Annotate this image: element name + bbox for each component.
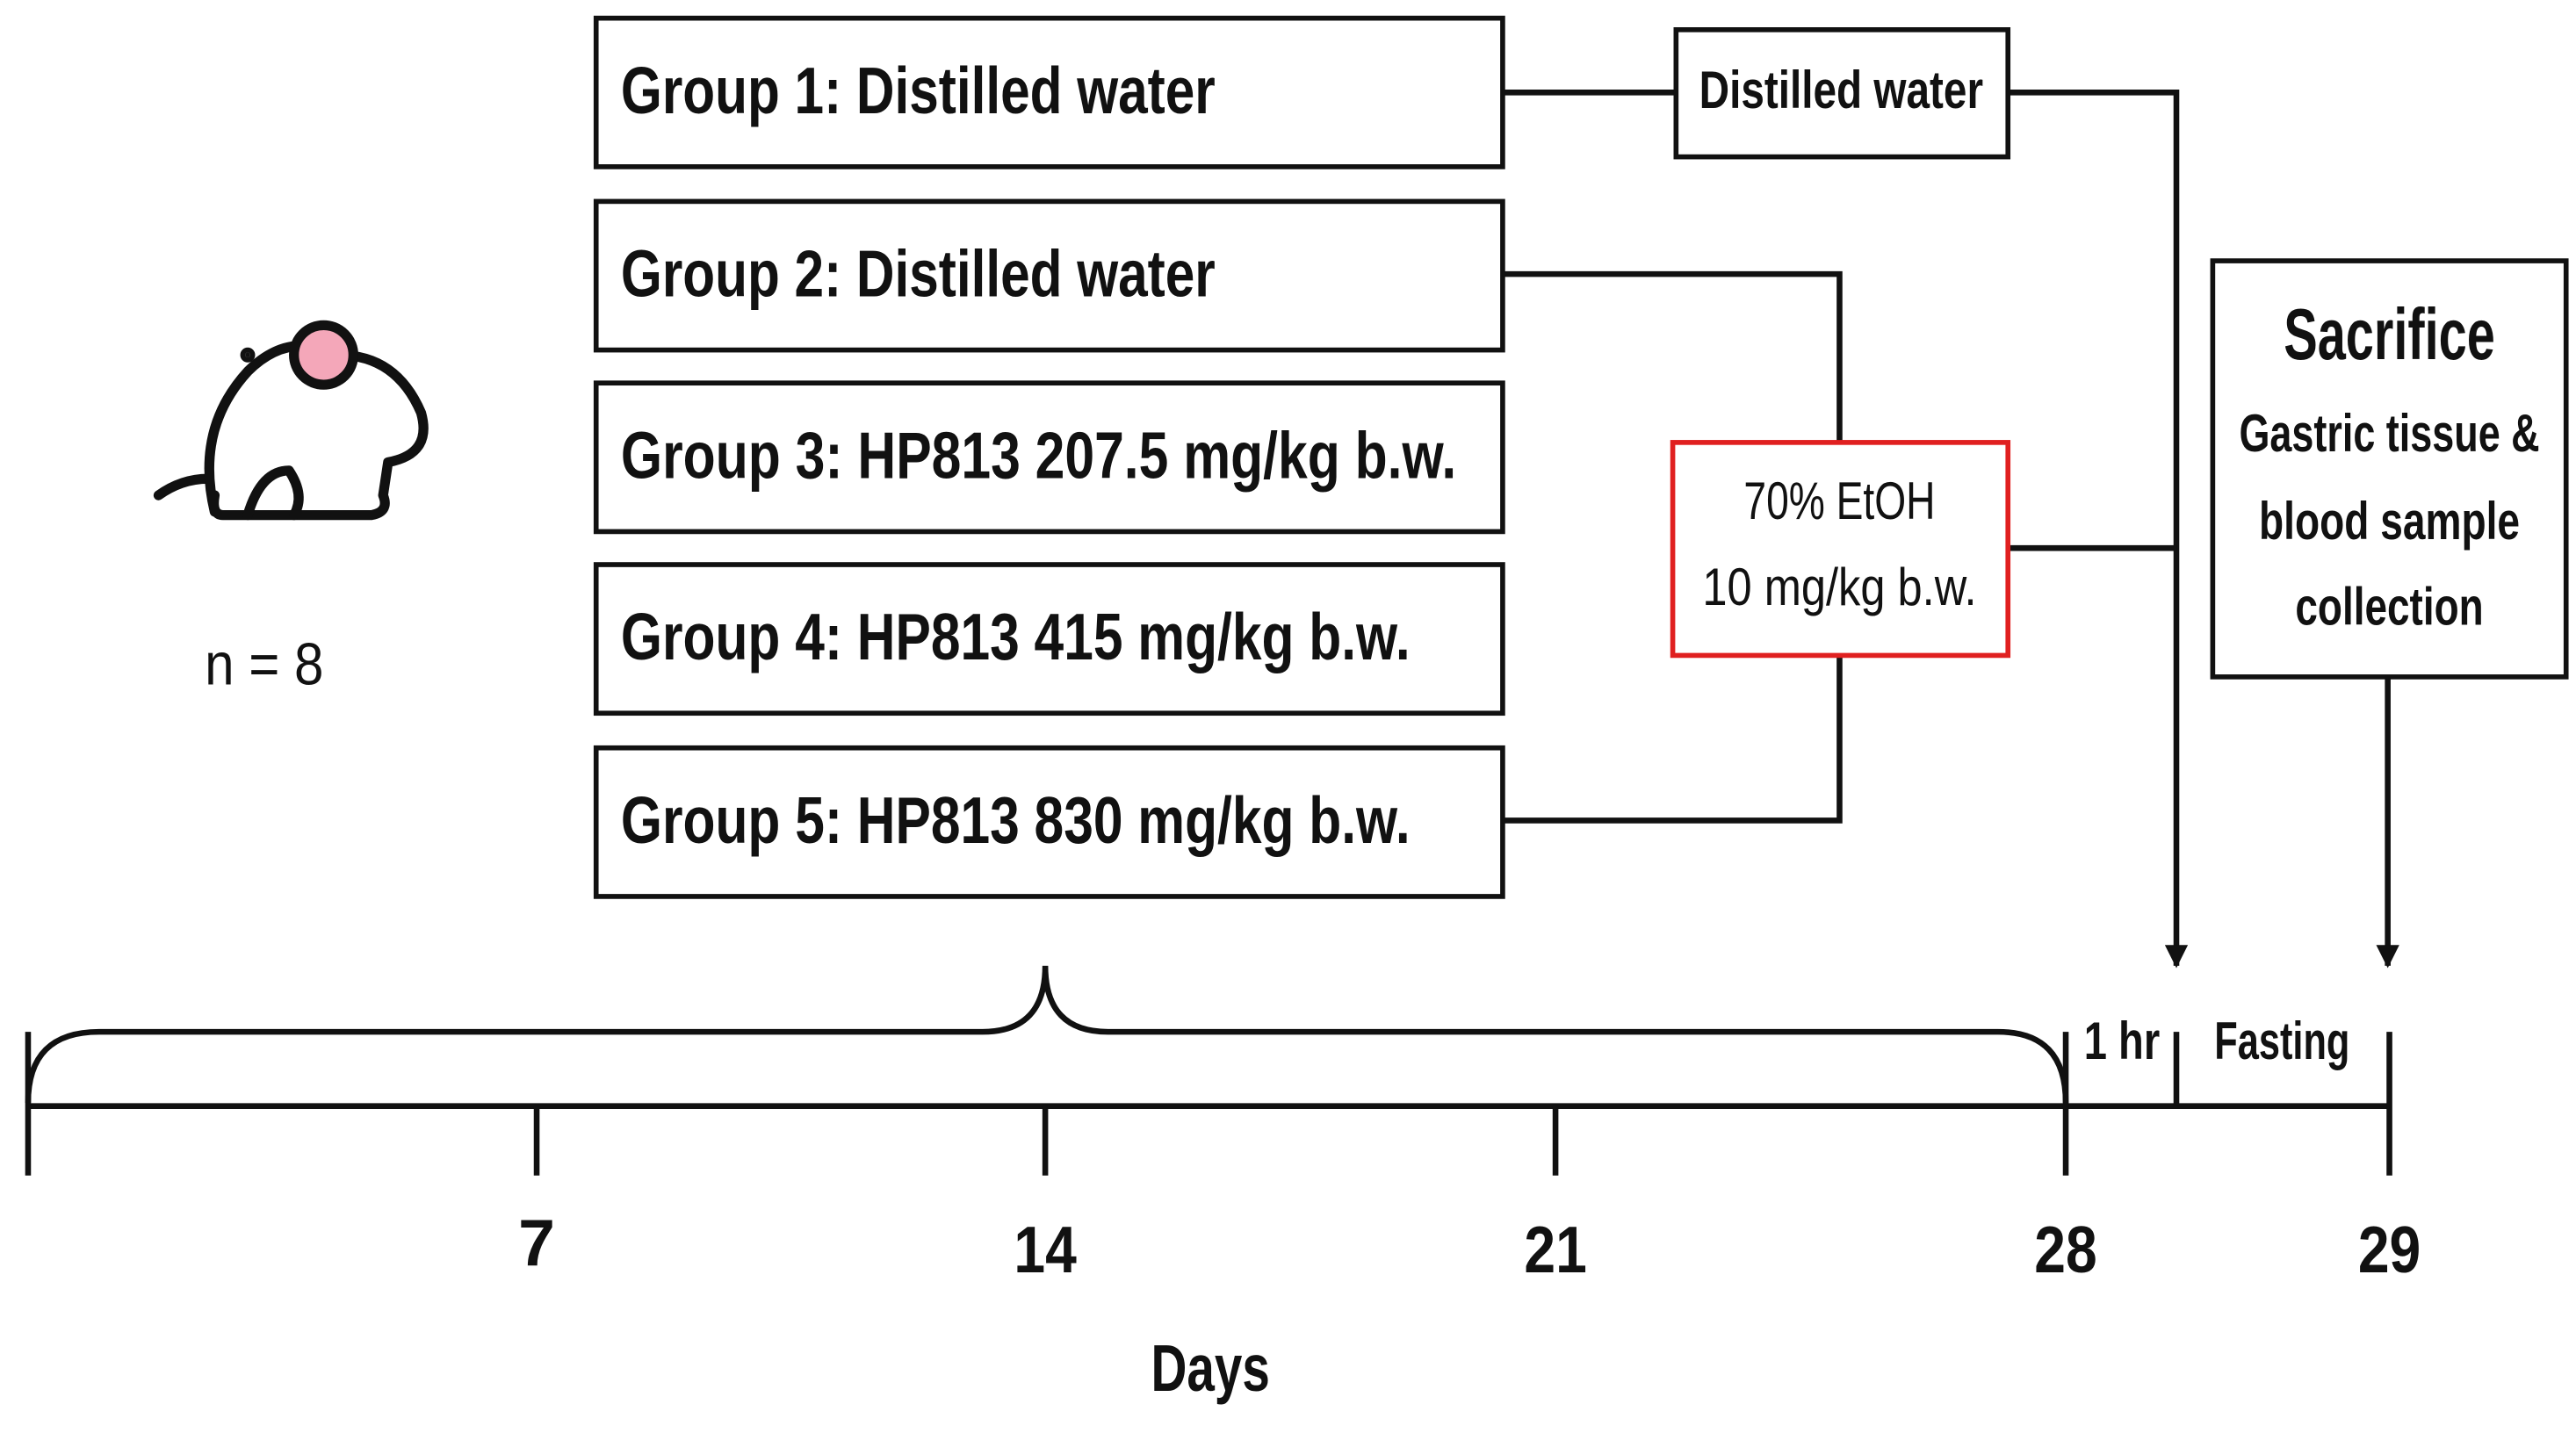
group-label: Group 4: HP813 415 mg/kg b.w. [621,600,1411,673]
control-label: Distilled water [1699,61,1983,119]
mouse-icon [153,320,429,521]
connectors [1502,90,2399,969]
group-box [593,745,1505,899]
connector [1502,655,1843,824]
group-label: Group 5: HP813 830 mg/kg b.w. [621,783,1411,857]
brace [25,965,2069,1103]
group-label: Group 1: Distilled water [621,54,1216,127]
group-box [593,15,1505,169]
group-label: Group 3: HP813 207.5 mg/kg b.w. [621,418,1456,492]
tick-label: 21 [1524,1213,1586,1286]
interval-label: 1 hr [2084,1012,2160,1070]
group-boxes: Group 1: Distilled water Group 2: Distil… [593,15,1505,899]
control-box [1673,27,2011,160]
sample-size: n = 8 [205,631,323,697]
sacrifice-text: blood sample [2259,492,2520,551]
tick-label: 29 [2358,1213,2421,1286]
axis-label: Days [1151,1331,1269,1405]
ethanol-box [1670,440,2011,659]
interval-label: Fasting [2214,1012,2349,1070]
arrow [2008,90,2189,969]
sacrifice-title: Sacrifice [2284,293,2495,375]
sacrifice-box [2210,258,2569,680]
group-box [593,198,1505,353]
timeline: 7 14 21 28 29 1 hr Fasting Days [25,965,2421,1405]
group-label: Group 2: Distilled water [621,237,1216,311]
timeline-ticks [25,1032,2392,1176]
tick-label: 14 [1014,1213,1077,1286]
sacrifice-text: collection [2295,578,2483,637]
group-box [593,380,1505,535]
tick-label: 28 [2034,1213,2096,1286]
sacrifice-text: Gastric tissue & [2239,404,2539,463]
tick-label: 7 [518,1206,555,1279]
ethanol-label: 10 mg/kg b.w. [1702,558,1976,616]
connector [1502,270,1843,443]
group-box [593,562,1505,716]
ethanol-label: 70% EtOH [1743,472,1935,530]
